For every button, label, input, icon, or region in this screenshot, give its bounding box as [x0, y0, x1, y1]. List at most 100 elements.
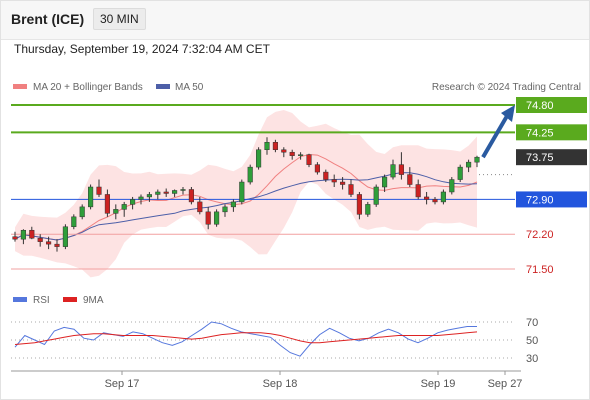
- candle-body: [281, 149, 287, 153]
- last-price-box: [516, 149, 587, 166]
- candle-body: [104, 194, 110, 214]
- candle-body: [356, 194, 362, 215]
- level-lines: [11, 104, 515, 270]
- candle-body: [314, 164, 320, 173]
- ma20-legend-label: MA 20 + Bollinger Bands: [33, 82, 143, 93]
- candle-body: [390, 164, 396, 178]
- rsi-legend-swatch: [13, 297, 27, 302]
- candle-body: [323, 171, 329, 180]
- candle-body: [289, 151, 295, 156]
- candle-body: [331, 179, 337, 183]
- candle-body: [239, 181, 245, 203]
- candle-body: [474, 156, 480, 163]
- candle-body: [398, 164, 404, 175]
- rsi-line: [14, 321, 477, 357]
- candle-body: [340, 181, 346, 185]
- x-tick-label: Sep 27: [488, 378, 523, 390]
- last-price-label: 73.75: [526, 152, 554, 164]
- ma50-legend-label: MA 50: [175, 82, 204, 93]
- candle-body: [79, 206, 85, 218]
- candle-body: [432, 199, 438, 203]
- candle-body: [382, 176, 388, 188]
- resistance-label-74.25: 74.25: [526, 127, 554, 139]
- support-label-72.20: 72.20: [526, 229, 554, 241]
- ma20-legend-swatch: [13, 84, 27, 89]
- x-tick-label: Sep 18: [263, 378, 298, 390]
- ma9-legend-label: 9MA: [83, 295, 104, 306]
- resistance-label-74.80: 74.80: [526, 100, 554, 112]
- candle-body: [306, 154, 312, 165]
- ma50-legend-swatch: [156, 84, 170, 89]
- candle-body: [214, 211, 220, 225]
- candle-body: [29, 229, 35, 239]
- candle-body: [348, 184, 354, 195]
- candle-body: [415, 184, 421, 198]
- candle-body: [373, 186, 379, 205]
- candle-body: [130, 199, 136, 205]
- rsi-tick-50: 50: [526, 335, 538, 347]
- candle-body: [272, 142, 278, 150]
- candle-body: [365, 204, 371, 215]
- candle-body: [121, 204, 127, 210]
- chart-header: Brent (ICE) 30 MIN: [1, 1, 589, 40]
- arrow-shaft: [481, 114, 509, 159]
- candle-body: [424, 196, 430, 200]
- projection-arrow: [481, 105, 515, 159]
- resistance-box-74.80: [516, 97, 587, 113]
- x-axis: Sep 17 Sep 18 Sep 19 Sep 27: [105, 371, 523, 390]
- timestamp-label: Thursday, September 19, 2024 7:32:04 AM …: [14, 42, 270, 56]
- arrow-head: [501, 105, 515, 122]
- instrument-title: Brent (ICE): [11, 11, 85, 27]
- candle-body: [37, 237, 43, 242]
- candle-body: [256, 149, 262, 168]
- rsi-ma9-line: [14, 331, 478, 345]
- candle-body: [20, 229, 26, 240]
- level-labels: 74.80 74.25 73.75 72.90 72.20 71.50: [516, 97, 587, 276]
- x-tick-label: Sep 17: [105, 378, 140, 390]
- candle-body: [146, 194, 152, 198]
- candle-body: [180, 189, 186, 191]
- candle-body: [449, 179, 455, 193]
- resistance-box-74.25: [516, 124, 587, 141]
- candle-body: [46, 241, 52, 245]
- interval-button[interactable]: 30 MIN: [93, 8, 146, 30]
- candle-body: [155, 191, 161, 195]
- candle-body: [222, 206, 228, 213]
- candle-body: [172, 190, 178, 194]
- ma9-legend-swatch: [63, 297, 77, 302]
- support-label-71.50: 71.50: [526, 264, 554, 276]
- bollinger-band-area: [15, 110, 477, 278]
- bollinger-bands: [15, 110, 477, 278]
- candle-body: [247, 166, 253, 183]
- candlesticks: [12, 137, 480, 252]
- candle-body: [71, 216, 77, 228]
- candle-body: [62, 226, 68, 247]
- rsi-legend-label: RSI: [33, 295, 50, 306]
- x-tick-label: Sep 19: [421, 378, 456, 390]
- rsi-panel: 70 50 30: [11, 317, 538, 365]
- candle-body: [113, 209, 119, 214]
- candle-body: [197, 201, 203, 213]
- rsi-tick-30: 30: [526, 353, 538, 365]
- ma20-line: [14, 153, 478, 241]
- candle-body: [138, 196, 144, 200]
- candle-body: [96, 186, 102, 195]
- candle-body: [163, 191, 169, 194]
- candle-body: [264, 142, 270, 150]
- pivot-label: 72.90: [526, 194, 554, 206]
- candle-body: [457, 166, 463, 180]
- candle-body: [188, 189, 194, 203]
- candle-body: [466, 161, 472, 168]
- candle-body: [88, 186, 94, 208]
- pivot-box: [516, 191, 587, 208]
- credit-label: Research © 2024 Trading Central: [432, 82, 581, 93]
- candle-body: [440, 191, 446, 203]
- candle-body: [298, 154, 304, 156]
- candle-body: [205, 211, 211, 225]
- candle-body: [407, 174, 413, 185]
- candle-body: [12, 236, 18, 240]
- candle-body: [54, 243, 60, 247]
- candle-body: [230, 201, 236, 208]
